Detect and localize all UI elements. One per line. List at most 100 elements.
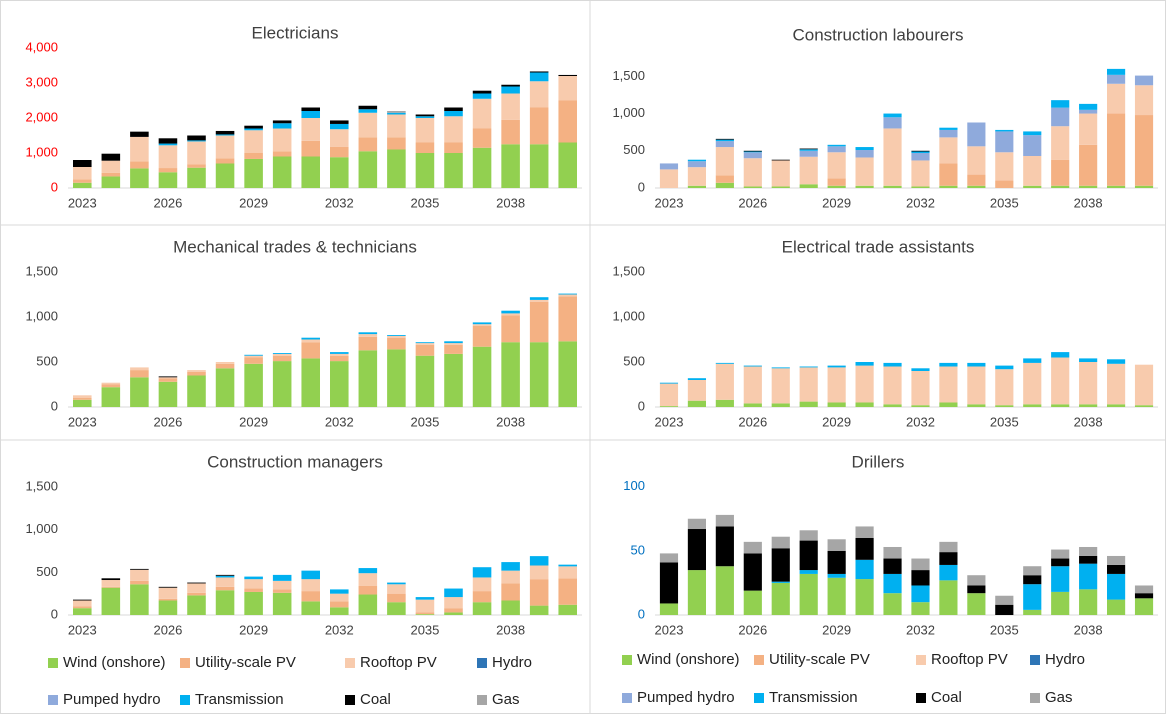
bar-segment	[855, 559, 874, 580]
bar-segment	[1107, 555, 1126, 565]
legend-label: Gas	[492, 691, 520, 708]
bar-segment	[939, 564, 958, 581]
bar-segment	[1079, 358, 1098, 362]
bar-segment	[995, 129, 1014, 132]
legend-label: Pumped hydro	[637, 689, 735, 706]
bar-segment	[799, 184, 818, 188]
legend-swatch	[1030, 693, 1040, 703]
legend-label: Gas	[1045, 689, 1073, 706]
legend-swatch	[477, 658, 487, 668]
bar-segment	[855, 147, 874, 151]
bar-segment	[1134, 405, 1154, 407]
bar-segment	[130, 131, 149, 137]
bar-segment	[529, 556, 549, 566]
bar-segment	[558, 341, 578, 407]
bar-segment	[715, 399, 734, 407]
y-tick-label: 500	[623, 142, 645, 157]
y-tick-label: 500	[623, 353, 645, 368]
bar-segment	[1107, 404, 1126, 407]
bar-segment	[444, 341, 463, 344]
bar-segment	[301, 140, 321, 157]
bar-segment	[101, 160, 121, 173]
bar-segment	[911, 150, 930, 152]
bar-segment	[1134, 593, 1154, 599]
y-tick-label: 0	[638, 606, 645, 621]
bar-segment	[158, 587, 178, 599]
bar-segment	[855, 579, 874, 615]
bar-segment	[659, 603, 679, 615]
bar-segment	[1051, 558, 1070, 567]
bar-segment	[967, 146, 986, 175]
bar-segment	[415, 116, 435, 118]
bar-segment	[301, 118, 321, 141]
bar-segment	[967, 366, 986, 405]
bar-segment	[1107, 599, 1126, 615]
bar-segment	[272, 353, 292, 354]
bar-segment	[130, 370, 149, 378]
bar-segment	[1079, 185, 1098, 188]
bar-segment	[529, 297, 549, 300]
x-tick-label: 2038	[1074, 195, 1103, 210]
bar-segment	[415, 344, 435, 356]
bar-segment	[715, 362, 734, 364]
bar-segment	[855, 157, 874, 186]
bar-segment	[101, 587, 121, 615]
bar-segment	[939, 580, 958, 615]
y-tick-label: 50	[631, 542, 645, 557]
bar-segment	[1107, 113, 1126, 186]
bar-segment	[1023, 185, 1042, 188]
bar-segment	[558, 294, 578, 297]
bar-segment	[101, 580, 121, 587]
bar-segment	[529, 71, 549, 73]
bar-segment	[358, 151, 378, 188]
bar-segment	[771, 368, 790, 404]
legend-label: Utility-scale PV	[769, 651, 870, 668]
bar-segment	[501, 93, 520, 120]
bar-segment	[101, 578, 121, 581]
bar-segment	[855, 362, 874, 366]
bar-segment	[1107, 573, 1126, 600]
bar-segment	[415, 114, 435, 117]
bar-segment	[215, 577, 235, 587]
y-tick-label: 0	[51, 179, 58, 194]
bar-segment	[743, 590, 762, 615]
x-tick-label: 2026	[153, 414, 182, 429]
bar-segment	[472, 602, 492, 615]
bar-segment	[158, 138, 178, 144]
bar-segment	[444, 597, 463, 609]
bar-segment	[1023, 155, 1042, 186]
bar-segment	[1023, 358, 1042, 363]
x-tick-label: 2023	[68, 195, 97, 210]
x-tick-label: 2035	[410, 195, 439, 210]
bar-segment	[1051, 404, 1070, 407]
bar-segment	[244, 576, 263, 580]
bar-segment	[444, 608, 463, 613]
bar-segment	[472, 591, 492, 603]
bar-segment	[995, 131, 1014, 153]
bar-segment	[995, 152, 1014, 181]
legend-swatch	[477, 695, 487, 705]
bar-segment	[1023, 566, 1042, 576]
legend-swatch	[754, 693, 764, 703]
legend-swatch	[622, 655, 632, 665]
bar-segment	[1023, 131, 1042, 136]
bar-segment	[158, 381, 178, 407]
bar-segment	[158, 143, 178, 146]
bar-segment	[415, 342, 435, 344]
bar-segment	[501, 315, 520, 343]
bar-segment	[1134, 115, 1154, 186]
legend-label: Rooftop PV	[360, 654, 437, 671]
bar-segment	[501, 86, 520, 94]
bar-segment	[215, 163, 235, 188]
bar-segment	[444, 588, 463, 598]
bar-segment	[387, 112, 406, 115]
y-tick-label: 1,500	[612, 263, 645, 278]
bar-segment	[715, 182, 734, 188]
bar-segment	[158, 172, 178, 188]
legend-label: Wind (onshore)	[63, 654, 166, 671]
bar-segment	[883, 113, 902, 118]
bar-segment	[558, 566, 578, 579]
bar-segment	[387, 137, 406, 150]
bar-segment	[1079, 103, 1098, 110]
bar-segment	[301, 339, 321, 343]
